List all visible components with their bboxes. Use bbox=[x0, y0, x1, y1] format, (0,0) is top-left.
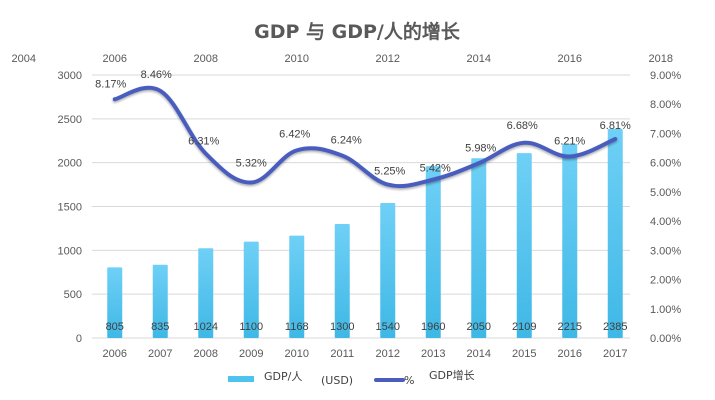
x-category-label: 2011 bbox=[330, 348, 354, 360]
y-secondary-tick-label: 8.00% bbox=[650, 99, 681, 111]
bar bbox=[152, 264, 168, 338]
x-secondary-tick-label: 2010 bbox=[285, 53, 309, 65]
x-category-label: 2013 bbox=[421, 348, 445, 360]
bar-value-label: 1960 bbox=[421, 321, 445, 333]
line-value-label: 5.25% bbox=[374, 166, 405, 178]
x-secondary-tick-label: 2012 bbox=[376, 53, 400, 65]
bar-series bbox=[107, 128, 623, 338]
bar bbox=[607, 128, 623, 338]
x-category-label: 2010 bbox=[285, 348, 309, 360]
legend: GDP/人 (USD)% GDP增长 bbox=[228, 368, 475, 387]
bar bbox=[516, 153, 532, 338]
y-primary-tick-label: 2000 bbox=[58, 158, 82, 170]
bar-value-label: 1168 bbox=[285, 321, 309, 333]
x-secondary-tick-label: 2006 bbox=[103, 53, 127, 65]
data-labels: 805 835 1024 1100 1168 1300 1540 1960 2050 2109 22… bbox=[95, 69, 631, 333]
y-secondary-tick-label: 1.00% bbox=[650, 304, 681, 316]
y-primary-tick-label: 1500 bbox=[58, 202, 82, 214]
x-category-label: 2017 bbox=[603, 348, 627, 360]
y-primary-tick-label: 1000 bbox=[58, 245, 82, 257]
bar bbox=[107, 267, 123, 338]
line-value-label: 8.46% bbox=[141, 69, 172, 81]
y-secondary-tick-label: 9.00% bbox=[650, 70, 681, 82]
bar-value-label: 1540 bbox=[376, 321, 400, 333]
x-category-label: 2006 bbox=[103, 348, 127, 360]
x-secondary-tick-label: 2008 bbox=[194, 53, 218, 65]
line-value-label: 6.31% bbox=[188, 136, 219, 148]
bar-value-label: 1300 bbox=[330, 321, 354, 333]
line-value-label: 6.81% bbox=[600, 120, 631, 132]
legend-bar-swatch bbox=[228, 376, 254, 382]
y-secondary-tick-label: 2.00% bbox=[650, 275, 681, 287]
line-value-label: 5.98% bbox=[465, 142, 496, 154]
legend-line-label: GDP增长 bbox=[429, 368, 475, 382]
line-value-label: 6.68% bbox=[507, 120, 538, 132]
bar bbox=[562, 143, 578, 338]
y-primary-tick-label: 500 bbox=[64, 289, 82, 301]
bar-value-label: 805 bbox=[106, 321, 124, 333]
bar-value-label: 2109 bbox=[512, 321, 536, 333]
x-category-label: 2014 bbox=[467, 348, 491, 360]
legend-bar-label: GDP/人 bbox=[264, 370, 302, 383]
line-value-label: 5.32% bbox=[236, 158, 267, 170]
x-secondary-tick-label: 2004 bbox=[12, 53, 36, 65]
x-secondary-tick-label: 2016 bbox=[558, 53, 582, 65]
bar-value-label: 1024 bbox=[194, 321, 218, 333]
x-secondary-tick-label: 2018 bbox=[649, 53, 673, 65]
chart-title: GDP 与 GDP/人的增长 bbox=[254, 20, 461, 43]
x-category-label: 2009 bbox=[239, 348, 263, 360]
bar-value-label: 2385 bbox=[603, 321, 627, 333]
y-primary-tick-label: 0 bbox=[76, 333, 82, 345]
bar-value-label: 1100 bbox=[239, 321, 263, 333]
legend-line-unit: % bbox=[404, 374, 414, 387]
bar bbox=[198, 248, 214, 338]
bar bbox=[425, 166, 441, 338]
y-secondary-tick-label: 7.00% bbox=[650, 128, 681, 140]
legend-bar-unit: (USD) bbox=[321, 374, 353, 387]
y-primary-tick-label: 3000 bbox=[58, 70, 82, 82]
line-value-label: 8.17% bbox=[95, 78, 126, 90]
x-secondary-tick-label: 2014 bbox=[467, 53, 491, 65]
x-category-label: 2008 bbox=[194, 348, 218, 360]
bar bbox=[289, 235, 305, 338]
y-primary-tick-label: 2500 bbox=[58, 114, 82, 126]
bar bbox=[380, 202, 396, 338]
line-value-label: 5.42% bbox=[420, 163, 451, 175]
y-secondary-tick-label: 0.00% bbox=[650, 333, 681, 345]
y-secondary-tick-label: 6.00% bbox=[650, 158, 681, 170]
y-secondary-tick-label: 3.00% bbox=[650, 245, 681, 257]
line-value-label: 6.21% bbox=[554, 136, 585, 148]
line-value-label: 6.42% bbox=[279, 128, 310, 140]
line-value-label: 6.24% bbox=[331, 135, 362, 147]
bar bbox=[334, 224, 350, 338]
y-secondary-tick-label: 4.00% bbox=[650, 216, 681, 228]
x-category-label: 2012 bbox=[376, 348, 400, 360]
x-category-label: 2015 bbox=[512, 348, 536, 360]
y-secondary-tick-label: 5.00% bbox=[650, 187, 681, 199]
axes: 0 500 1000 1500 2000 2500 3000 0.00% 1.00% 2.00% 3… bbox=[12, 53, 682, 360]
bar-value-label: 835 bbox=[151, 321, 169, 333]
gridlines bbox=[92, 74, 630, 339]
x-category-label: 2016 bbox=[558, 348, 582, 360]
x-category-label: 2007 bbox=[148, 348, 172, 360]
line-series bbox=[112, 85, 618, 189]
bar-value-label: 2215 bbox=[558, 321, 582, 333]
bar bbox=[471, 158, 487, 338]
bar-value-label: 2050 bbox=[467, 321, 491, 333]
bar bbox=[243, 241, 259, 338]
gdp-growth-line bbox=[112, 85, 618, 189]
